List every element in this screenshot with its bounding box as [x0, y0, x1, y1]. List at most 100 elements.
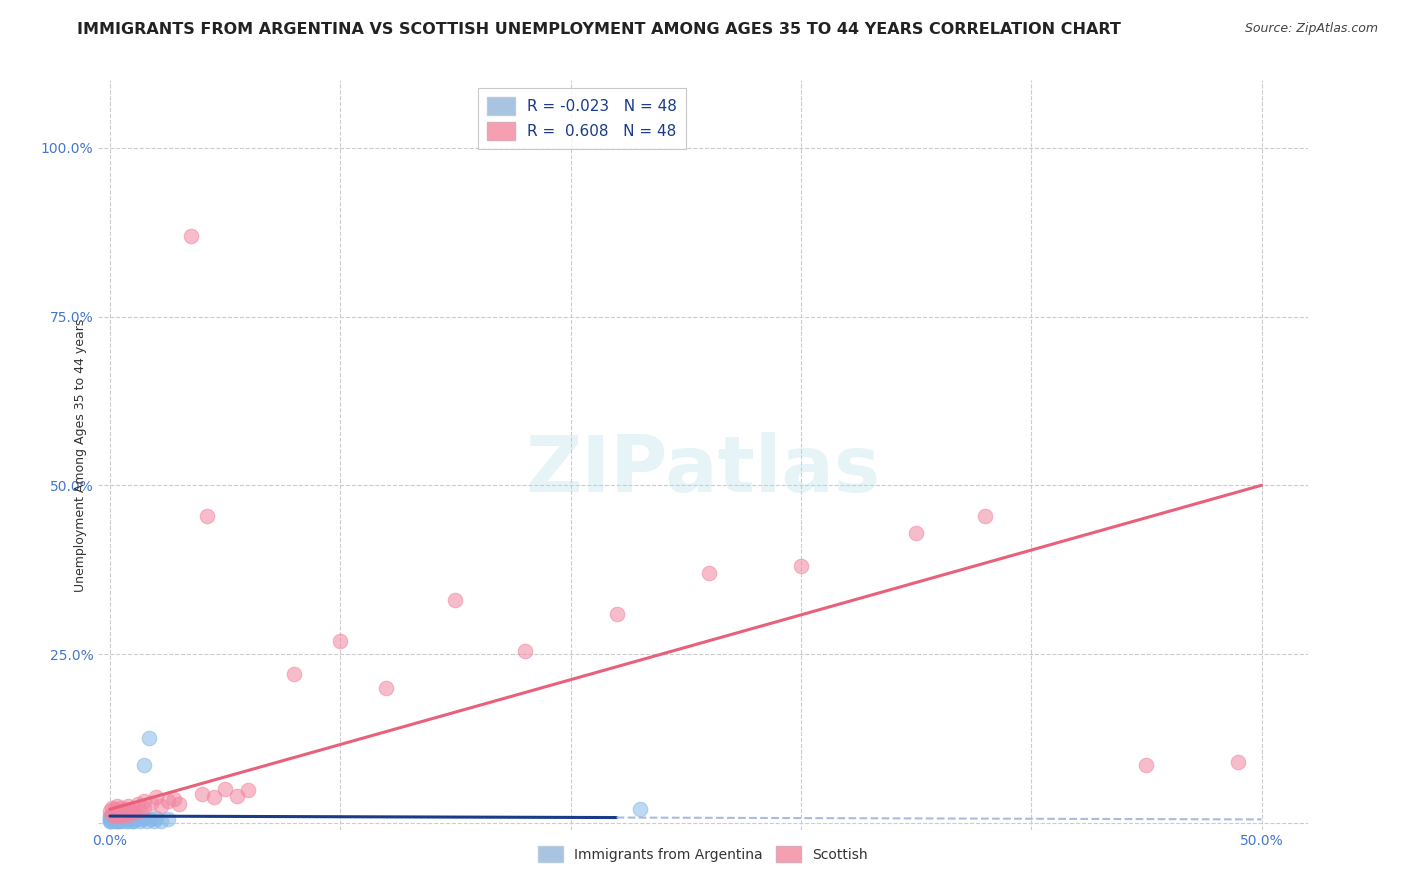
Point: [115, 814, 138, 828]
Point: [110, 813, 132, 827]
Point: [117, 807, 139, 822]
Point: [105, 799, 128, 814]
Point: [202, 790, 225, 805]
Point: [127, 810, 149, 824]
Text: Source: ZipAtlas.com: Source: ZipAtlas.com: [1244, 22, 1378, 36]
Point: [108, 804, 131, 818]
Legend: Immigrants from Argentina, Scottish: Immigrants from Argentina, Scottish: [533, 840, 873, 868]
Point: [128, 804, 150, 818]
Point: [141, 796, 163, 810]
Point: [112, 809, 135, 823]
Point: [127, 797, 149, 811]
Point: [606, 607, 628, 621]
Point: [141, 813, 163, 827]
Point: [191, 788, 214, 802]
Point: [98, 813, 121, 827]
Point: [101, 807, 124, 822]
Point: [145, 811, 167, 825]
Point: [513, 643, 536, 657]
Point: [145, 790, 167, 805]
Point: [101, 814, 124, 828]
Point: [122, 814, 145, 828]
Point: [98, 814, 121, 828]
Point: [117, 809, 139, 823]
Point: [101, 801, 124, 815]
Point: [112, 805, 135, 820]
Point: [98, 814, 121, 829]
Point: [105, 814, 128, 829]
Point: [103, 809, 125, 823]
Point: [103, 802, 125, 816]
Point: [115, 802, 138, 816]
Point: [103, 814, 125, 828]
Point: [905, 525, 928, 540]
Point: [117, 814, 139, 829]
Point: [115, 810, 138, 824]
Point: [105, 807, 128, 822]
Point: [329, 633, 352, 648]
Point: [122, 805, 145, 820]
Point: [101, 807, 124, 822]
Point: [110, 809, 132, 823]
Point: [974, 508, 997, 523]
Point: [112, 813, 135, 827]
Point: [110, 801, 132, 815]
Point: [122, 801, 145, 815]
Point: [131, 813, 153, 827]
Point: [108, 807, 131, 822]
Point: [120, 804, 142, 818]
Point: [112, 804, 135, 818]
Point: [101, 810, 124, 824]
Point: [134, 758, 156, 772]
Point: [142, 814, 165, 828]
Text: ZIPatlas: ZIPatlas: [526, 432, 880, 508]
Point: [697, 566, 720, 580]
Point: [103, 813, 125, 827]
Point: [628, 802, 651, 816]
Point: [105, 813, 128, 827]
Point: [214, 782, 236, 797]
Point: [134, 801, 156, 815]
Point: [149, 799, 172, 814]
Point: [103, 811, 125, 825]
Point: [124, 813, 146, 827]
Point: [101, 813, 124, 827]
Point: [138, 731, 160, 746]
Point: [790, 559, 813, 574]
Point: [134, 810, 156, 824]
Point: [128, 814, 150, 828]
Point: [110, 814, 132, 828]
Point: [236, 783, 259, 797]
Point: [1135, 758, 1157, 772]
Point: [120, 811, 142, 825]
Point: [149, 814, 172, 828]
Point: [108, 814, 131, 828]
Point: [283, 667, 305, 681]
Point: [135, 814, 157, 828]
Text: IMMIGRANTS FROM ARGENTINA VS SCOTTISH UNEMPLOYMENT AMONG AGES 35 TO 44 YEARS COR: IMMIGRANTS FROM ARGENTINA VS SCOTTISH UN…: [77, 22, 1121, 37]
Point: [108, 811, 131, 825]
Point: [110, 810, 132, 824]
Point: [444, 593, 467, 607]
Point: [225, 789, 247, 803]
Point: [98, 804, 121, 818]
Point: [375, 681, 398, 695]
Y-axis label: Unemployment Among Ages 35 to 44 years: Unemployment Among Ages 35 to 44 years: [75, 318, 87, 591]
Point: [103, 809, 125, 823]
Point: [195, 508, 218, 523]
Point: [117, 799, 139, 814]
Point: [163, 792, 186, 806]
Point: [134, 794, 156, 808]
Point: [167, 797, 190, 811]
Point: [156, 794, 179, 808]
Point: [180, 228, 202, 243]
Point: [156, 813, 179, 827]
Point: [1227, 755, 1250, 769]
Point: [122, 814, 145, 829]
Point: [98, 809, 121, 823]
Point: [105, 810, 128, 824]
Point: [108, 809, 131, 823]
Point: [105, 814, 128, 828]
Point: [105, 805, 128, 820]
Point: [117, 813, 139, 827]
